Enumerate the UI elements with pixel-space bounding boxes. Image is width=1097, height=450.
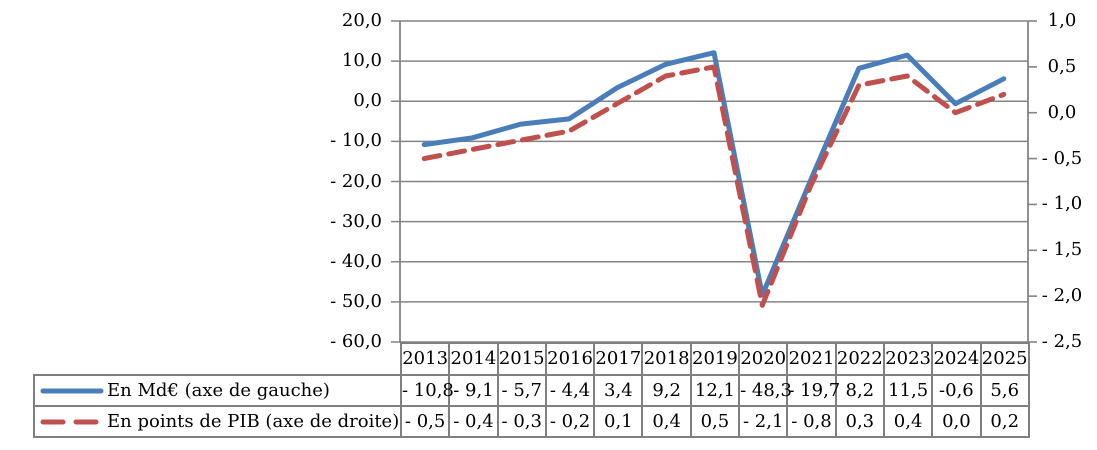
year-cell: 2016 [544, 342, 596, 376]
value-cell: 0,5 [689, 405, 741, 438]
legend-cell: En points de PIB (axe de droite) [33, 405, 402, 438]
left-axis-tick-label: 10,0 [341, 50, 382, 72]
right-axis-tick-label: 1,0 [1047, 10, 1077, 31]
year-cell: 2025 [979, 342, 1030, 376]
value-cell: - 9,1 [448, 374, 499, 407]
right-axis-tick-label: - 2,0 [1041, 285, 1083, 307]
value-cell: 11,5 [882, 374, 934, 407]
value-cell: 5,6 [979, 374, 1030, 407]
value-cell: 0,3 [834, 405, 885, 438]
right-axis-tick-label: - 1,0 [1041, 193, 1083, 215]
series-line-pib [421, 64, 1007, 308]
value-cell: - 0,5 [399, 405, 451, 438]
value-cell: 0,1 [593, 405, 644, 438]
value-cell: 9,2 [641, 374, 692, 407]
year-cell: 2024 [931, 342, 982, 376]
year-cell: 2018 [641, 342, 692, 376]
value-cell: -0,6 [931, 374, 982, 407]
legend-label: En Md€ (axe de gauche) [107, 379, 330, 401]
data-table: 2013 2014 2015 2016 2017 2018 2019 2020 2021 2022… [33, 342, 1030, 438]
value-cell: 0,4 [641, 405, 692, 438]
year-cell: 2015 [496, 342, 547, 376]
value-cell: 3,4 [593, 374, 644, 407]
value-cell: - 0,8 [786, 405, 837, 438]
left-axis-tick-label: - 40,0 [330, 250, 382, 272]
left-axis-tick-label: - 50,0 [330, 290, 382, 312]
value-cell: 0,0 [931, 405, 982, 438]
value-cell: 0,4 [882, 405, 934, 438]
legend-dashed-line-icon [40, 419, 104, 424]
value-cell: - 10,8 [399, 374, 454, 407]
value-cell: - 4,4 [544, 374, 596, 407]
right-axis-tick-label: 0,5 [1047, 55, 1077, 77]
value-cell: 8,2 [834, 374, 885, 407]
right-axis-tick-label: - 1,5 [1041, 239, 1083, 261]
value-cell: - 0,4 [448, 405, 499, 438]
left-axis-tick-label: - 20,0 [330, 170, 382, 192]
year-cell: 2019 [689, 342, 741, 376]
year-cell: 2017 [593, 342, 644, 376]
legend-cell: En Md€ (axe de gauche) [33, 374, 402, 407]
right-axis-tick-label: - 2,5 [1041, 331, 1083, 352]
right-axis-tick-label: 0,0 [1047, 101, 1077, 123]
year-cell: 2013 [399, 342, 451, 376]
year-cell: 2014 [448, 342, 499, 376]
value-cell: 0,2 [979, 405, 1030, 438]
left-axis-tick-label: - 60,0 [330, 331, 382, 352]
left-axis-tick-label: - 10,0 [330, 130, 382, 152]
year-cell: 2023 [882, 342, 934, 376]
legend-solid-line-icon [40, 388, 104, 393]
value-cell: - 5,7 [496, 374, 547, 407]
right-axis-tick-label: - 0,5 [1041, 147, 1083, 169]
year-cell: 2020 [738, 342, 789, 376]
left-axis-tick-label: 20,0 [341, 10, 382, 31]
value-cell: - 0,2 [544, 405, 596, 438]
value-cell: - 19,7 [786, 374, 840, 407]
left-axis-tick-label: 0,0 [353, 90, 382, 112]
value-cell: - 0,3 [496, 405, 547, 438]
value-cell: - 48,3 [738, 374, 792, 407]
year-cell: 2021 [786, 342, 837, 376]
value-cell: 12,1 [689, 374, 741, 407]
value-cell: - 2,1 [738, 405, 789, 438]
series-line-mde [421, 50, 1007, 298]
year-cell: 2022 [834, 342, 885, 376]
legend-label: En points de PIB (axe de droite) [107, 410, 400, 432]
table-corner-spacer [34, 343, 401, 375]
left-axis-tick-label: - 30,0 [330, 210, 382, 232]
